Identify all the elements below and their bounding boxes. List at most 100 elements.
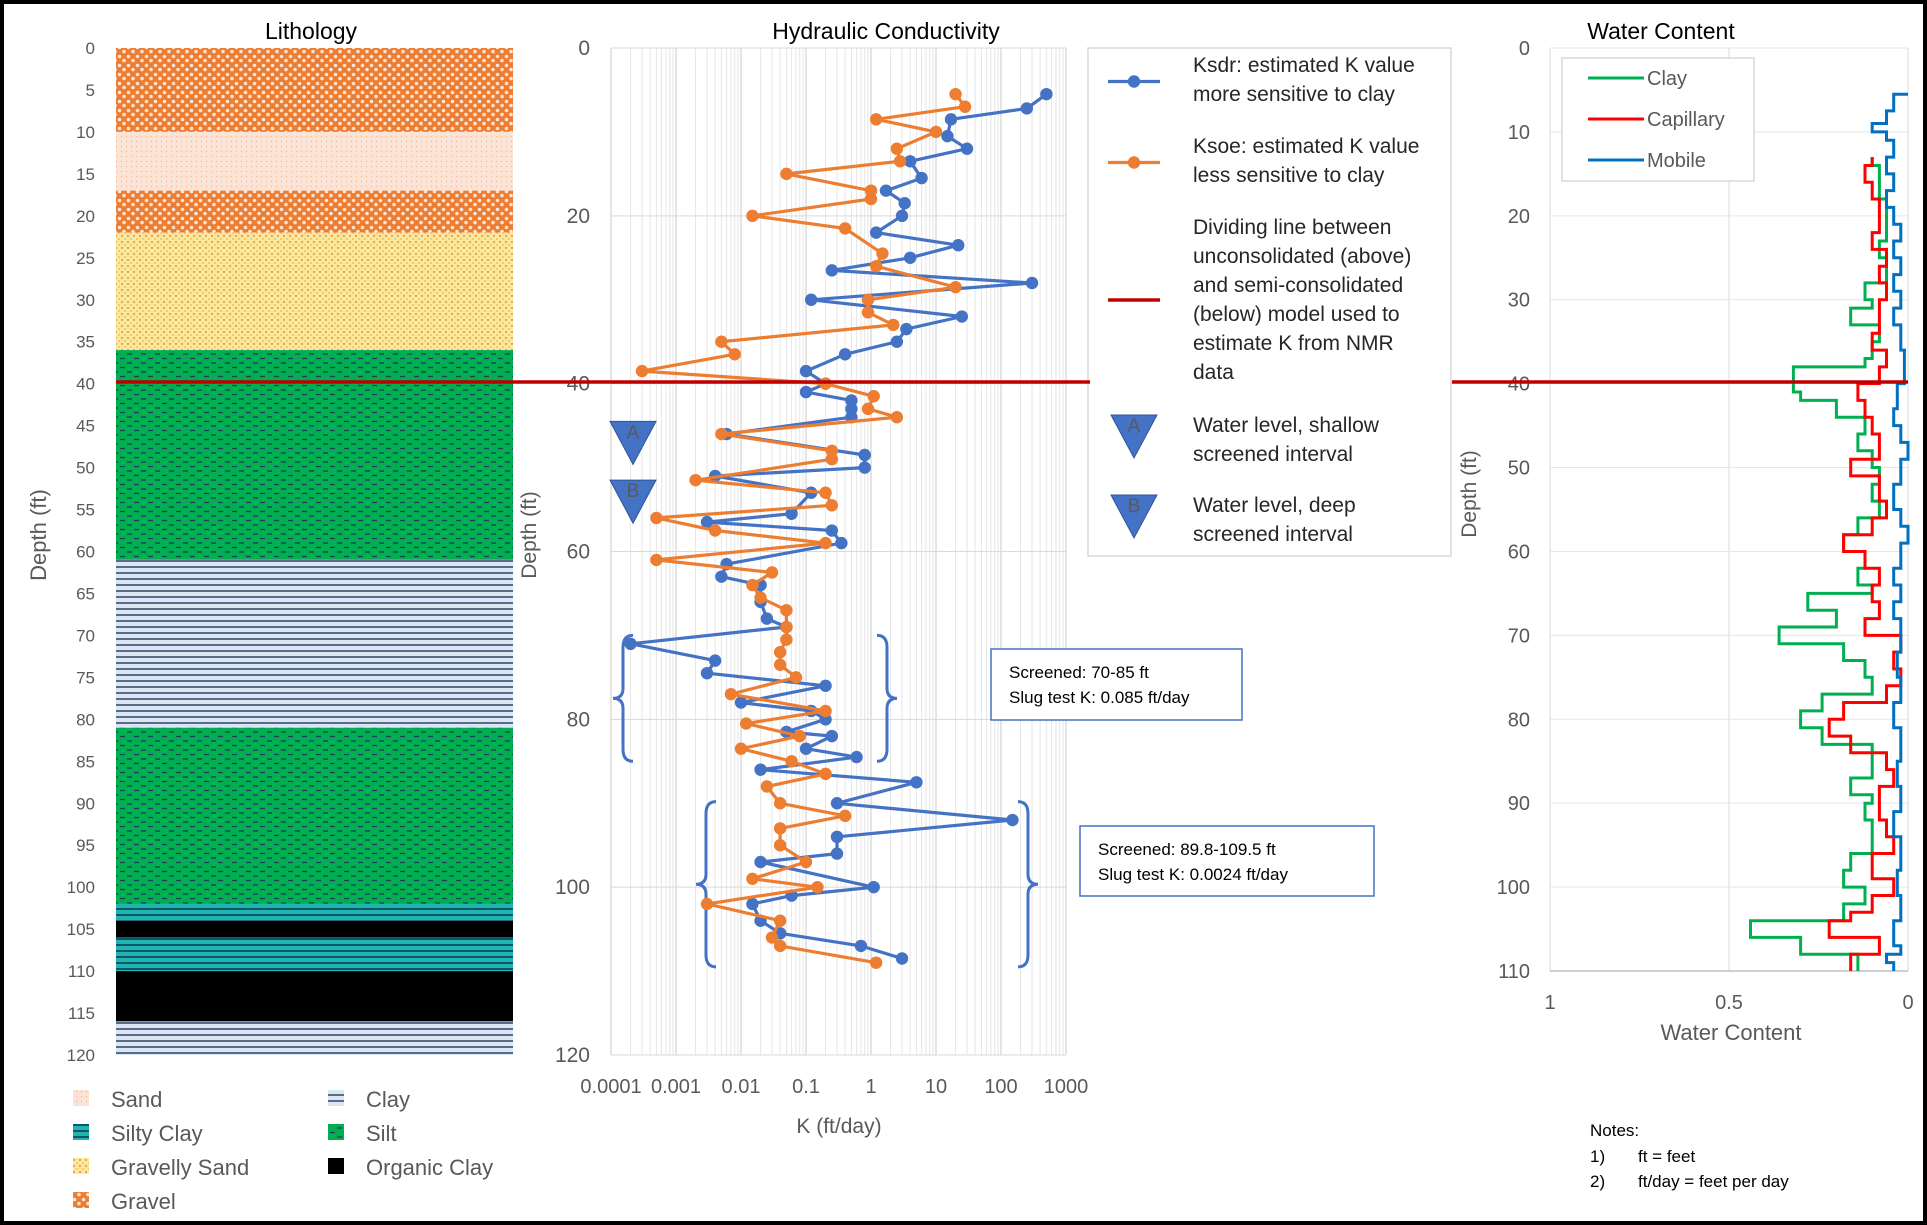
- ksdr-point: [624, 637, 637, 651]
- ksoe-point: [819, 767, 832, 781]
- ksdr-point: [700, 515, 714, 529]
- ksoe-point: [689, 473, 702, 487]
- wc-capillary-line: [1827, 157, 1903, 971]
- ksdr-point: [830, 830, 844, 844]
- ksoe-point: [869, 113, 883, 126]
- hk-gridlines: [610, 47, 1067, 1056]
- ksdr-line: [628, 92, 1048, 961]
- ksoe-point: [746, 578, 759, 592]
- ksoe-point: [780, 604, 793, 617]
- litho-tick-label: 60: [76, 543, 95, 562]
- hk-x-tick-label: 0.1: [792, 1076, 820, 1098]
- wc-legend: Clay Capillary Mobile: [1561, 57, 1755, 182]
- legend-label-silty_clay: Silty Clay: [111, 1121, 203, 1146]
- litho-layer-clay: [116, 1021, 513, 1055]
- hk-y-tick-label: 60: [567, 541, 590, 564]
- wc-title: Water Content: [1587, 18, 1735, 44]
- ksdr-point: [858, 448, 871, 462]
- hk-legend-text: Ksoe: estimated K value: [1193, 135, 1419, 158]
- litho-layer-gravel: [116, 190, 513, 233]
- hk-legend-text: Water level, shallow: [1193, 414, 1380, 437]
- ksoe-point: [635, 364, 649, 378]
- ksdr-point: [1006, 813, 1019, 827]
- ksdr-point: [898, 197, 911, 210]
- ksoe-point: [811, 880, 824, 894]
- ksdr-point: [819, 679, 832, 692]
- hydraulic-conductivity-panel: Hydraulic Conductivity Depth (ft) K (ft/…: [518, 18, 1452, 1138]
- litho-tick-label: 30: [76, 291, 95, 310]
- lithology-column: [116, 48, 513, 1055]
- notes-heading: Notes:: [1590, 1121, 1639, 1140]
- ksoe-point: [773, 646, 787, 659]
- ksdr-point: [858, 461, 871, 474]
- wc-legend-label-capillary: Capillary: [1647, 109, 1725, 131]
- lithology-panel: Lithology Depth (ft) 0 5 10 15 20 25 30 35 40 45 5…: [26, 18, 513, 1214]
- ksdr-point: [799, 742, 813, 755]
- hk-legend-swatch-marker: [1110, 414, 1158, 460]
- water-level-marker-letter: A: [627, 422, 640, 443]
- ksoe-point: [780, 633, 793, 646]
- hk-x-tick-label: 0.001: [651, 1076, 701, 1098]
- legend-swatch-organic_clay: [328, 1158, 344, 1174]
- ksoe-point: [734, 742, 748, 755]
- hk-legend-swatch-marker: [1110, 494, 1158, 540]
- litho-tick-label: 45: [76, 417, 95, 436]
- ksdr-point: [895, 209, 909, 223]
- ksoe-point: [867, 390, 880, 403]
- ksdr-point: [825, 264, 839, 277]
- wc-y-tick-label: 70: [1508, 625, 1530, 647]
- legend-label-gravelly_sand: Gravelly Sand: [111, 1155, 249, 1180]
- lithology-legend: Sand Silty Clay Gravelly Sand Gravel Clay Sil…: [73, 1087, 493, 1214]
- ksoe-point: [724, 687, 738, 701]
- note-1-num: 1): [1590, 1147, 1605, 1166]
- hk-legend-text: screened interval: [1193, 443, 1353, 466]
- screened-box-line2: Slug test K: 0.085 ft/day: [1009, 688, 1190, 707]
- ksdr-point: [941, 129, 954, 143]
- litho-layer-silty_clay: [116, 903, 513, 921]
- hk-x-tick-label: 0.01: [722, 1076, 761, 1098]
- litho-tick-label: 0: [86, 39, 95, 58]
- ksdr-point: [715, 570, 728, 583]
- hk-y-tick-label: 100: [555, 876, 590, 899]
- hk-series: [624, 87, 1053, 969]
- ksoe-point: [890, 411, 904, 424]
- wc-y-tick-label: 80: [1508, 709, 1530, 731]
- ksoe-point: [700, 897, 714, 911]
- litho-tick-label: 105: [67, 920, 95, 939]
- legend-label-gravel: Gravel: [111, 1189, 176, 1214]
- hk-legend-text: Dividing line between: [1193, 216, 1391, 239]
- ksdr-point: [835, 536, 848, 550]
- hk-legend-swatch-point: [1127, 156, 1141, 169]
- wc-legend-label-mobile: Mobile: [1647, 150, 1706, 172]
- ksoe-point: [958, 100, 972, 113]
- ksdr-point: [825, 729, 839, 743]
- ksoe-point: [864, 192, 878, 206]
- litho-tick-label: 55: [76, 501, 95, 520]
- screened-box: [1079, 825, 1375, 897]
- wc-clay-line: [1749, 157, 1888, 971]
- notes: Notes: 1) ft = feet 2) ft/day = feet per…: [1590, 1121, 1789, 1191]
- ksdr-point: [903, 155, 917, 168]
- ksdr-point: [799, 364, 813, 378]
- ksdr-point: [799, 385, 813, 399]
- ksdr-point: [895, 952, 909, 965]
- hk-legend-text: (below) model used to: [1193, 303, 1400, 326]
- hk-title: Hydraulic Conductivity: [772, 18, 1000, 44]
- ksdr-point: [804, 293, 818, 306]
- ksdr-point: [879, 184, 893, 197]
- ksdr-point: [944, 113, 958, 126]
- litho-layer-gravel: [116, 48, 513, 132]
- wc-series: [1749, 92, 1910, 971]
- screened-box-line1: Screened: 70-85 ft: [1009, 663, 1149, 682]
- wc-gridlines: [1549, 47, 1909, 972]
- ksdr-point: [854, 939, 868, 953]
- ksoe-point: [780, 167, 793, 181]
- legend-swatch-silt: [328, 1124, 344, 1140]
- hk-legend-text: unconsolidated (above): [1193, 245, 1411, 268]
- water-level-marker-B: [609, 479, 657, 525]
- ksoe-point: [708, 524, 722, 537]
- ksoe-point: [780, 620, 793, 634]
- ksdr-point: [785, 507, 798, 520]
- wc-legend-label-clay: Clay: [1647, 68, 1687, 90]
- litho-tick-label: 5: [86, 81, 95, 100]
